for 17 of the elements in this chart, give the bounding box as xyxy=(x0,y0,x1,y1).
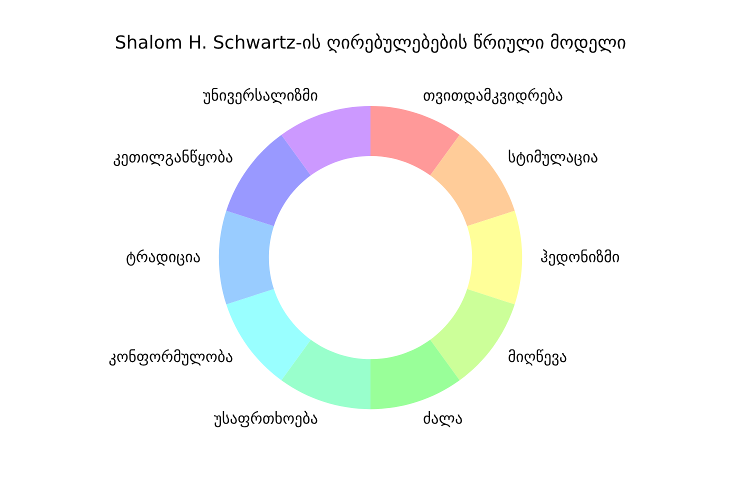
slice-label: სტიმულაცია xyxy=(508,150,598,166)
slice-label: უსაფრთხოება xyxy=(214,410,318,428)
slice-label: მიღწევა xyxy=(508,349,566,366)
donut-slice xyxy=(218,210,274,304)
donut-slice xyxy=(370,106,460,176)
donut-slice xyxy=(281,340,370,410)
donut-slice xyxy=(467,210,522,304)
donut-slice xyxy=(281,106,370,176)
slice-label: კეთილგანწყობა xyxy=(114,150,232,166)
chart-title: Shalom H. Schwartz-ის ღირებულებების წრიული მოდელი xyxy=(116,33,626,53)
slice-label: ჰედონიზმი xyxy=(541,249,620,266)
slice-label: ძალა xyxy=(424,411,462,428)
slice-label: ტრადიცია xyxy=(126,249,200,266)
slice-label: თვითდამკვიდრება xyxy=(424,88,562,104)
slice-label: კონფორმულობა xyxy=(109,349,232,366)
slice-label: უნივერსალიზმი xyxy=(203,88,318,104)
donut-slice xyxy=(370,340,460,410)
